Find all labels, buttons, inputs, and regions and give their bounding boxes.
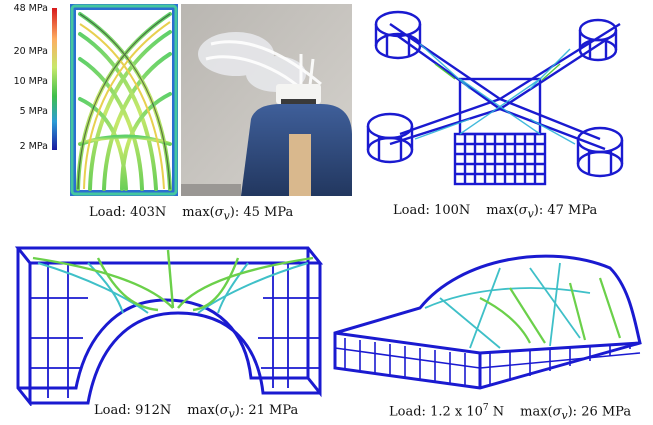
- stress-value: ): 47 MPa: [533, 203, 598, 218]
- stress-prefix: max(: [520, 404, 553, 420]
- quadcopter-stress-render: [366, 10, 624, 186]
- stress-prefix: max(: [187, 403, 220, 418]
- stress-prefix: max(: [486, 203, 519, 218]
- car-stress-render: [333, 254, 642, 390]
- colorbar-gradient: [52, 8, 57, 150]
- load-value: 912N: [135, 403, 172, 418]
- stress-value: ): 45 MPa: [229, 205, 294, 220]
- sigma-subscript: v: [527, 207, 534, 221]
- load-value-exponent: 7: [482, 403, 489, 413]
- caption-bracket: Load: 403N max(σv): 45 MPa: [89, 205, 293, 223]
- colorbar-label-48: 48 MPa: [13, 3, 48, 14]
- stress-value: ): 26 MPa: [567, 404, 632, 420]
- colorbar-label-20: 20 MPa: [13, 46, 48, 57]
- sigma-subscript: v: [561, 408, 568, 422]
- caption-quadcopter: Load: 100N max(σv): 47 MPa: [393, 203, 597, 221]
- sigma-symbol: σ: [518, 203, 528, 218]
- bracket-stress-render: [70, 4, 178, 196]
- caption-arch: Load: 912N max(σv): 21 MPa: [94, 403, 298, 421]
- sigma-symbol: σ: [214, 205, 224, 220]
- colorbar-label-10: 10 MPa: [13, 76, 48, 87]
- sigma-symbol: σ: [219, 403, 229, 418]
- arch-stress-render: [14, 246, 324, 406]
- load-value: 100N: [434, 203, 471, 218]
- load-label: Load:: [94, 403, 131, 418]
- bracket-test-photo: [181, 4, 352, 196]
- sigma-symbol: σ: [552, 404, 562, 420]
- stress-value: ): 21 MPa: [234, 403, 299, 418]
- load-value-unit: N: [488, 404, 505, 420]
- colorbar-label-2: 2 MPa: [19, 141, 48, 152]
- stress-prefix: max(: [182, 205, 215, 220]
- load-label: Load:: [89, 205, 126, 220]
- load-value: 403N: [130, 205, 167, 220]
- sigma-subscript: v: [228, 407, 235, 421]
- stress-colorbar: 48 MPa 20 MPa 10 MPa 5 MPa 2 MPa: [0, 0, 68, 160]
- load-label: Load:: [393, 203, 430, 218]
- load-label: Load:: [389, 404, 426, 420]
- load-value-base: 1.2 x 10: [430, 404, 483, 420]
- colorbar-label-5: 5 MPa: [19, 106, 48, 117]
- sigma-subscript: v: [223, 209, 230, 223]
